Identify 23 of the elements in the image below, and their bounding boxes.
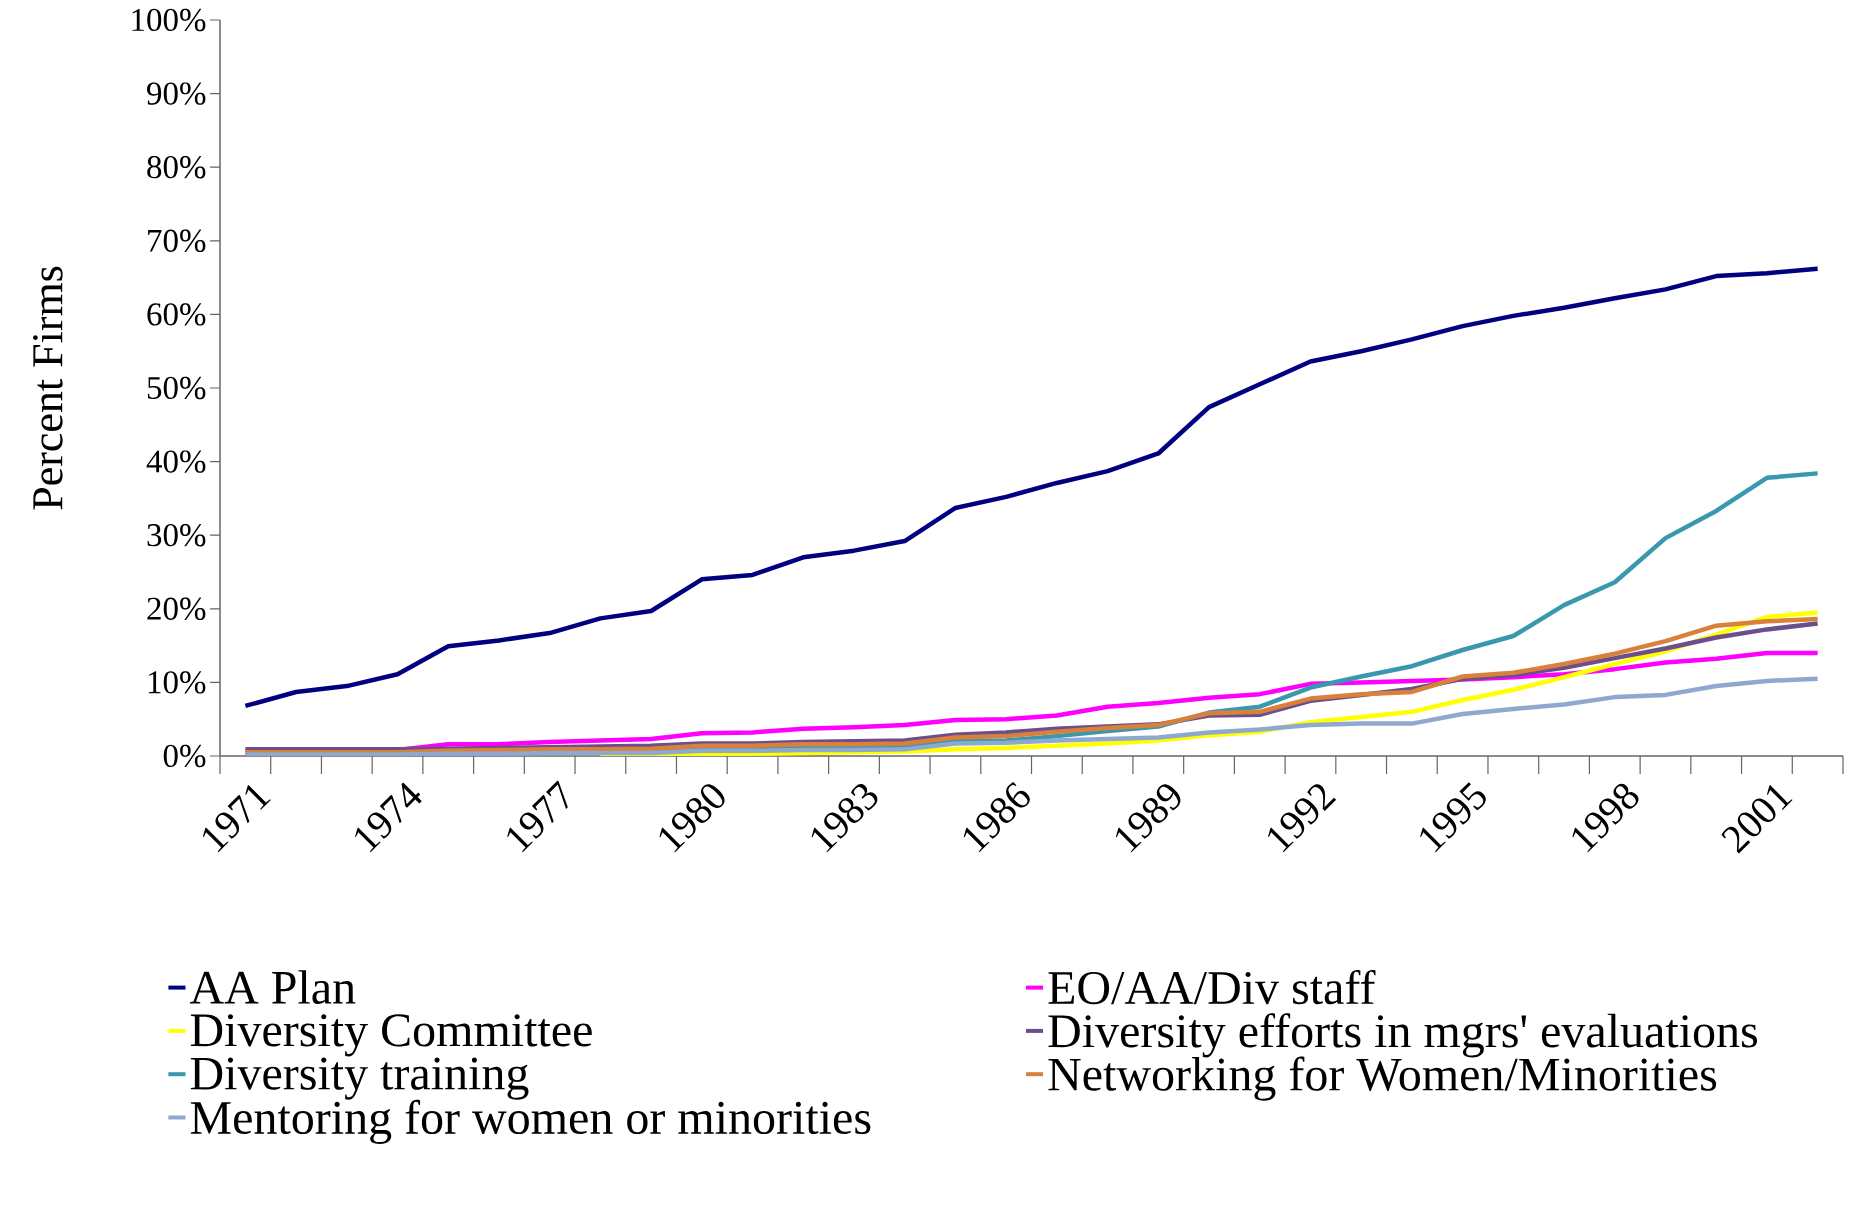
- line-series: [243, 266, 1820, 709]
- y-tick-label: 10%: [148, 671, 206, 694]
- x-tick-label: 1989: [1115, 784, 1181, 853]
- y-tick-label: 20%: [147, 597, 206, 620]
- y-tick-label: 90%: [147, 82, 206, 105]
- legend-label: AA Plan: [189, 970, 356, 1004]
- x-tick-label: 1980: [659, 784, 725, 853]
- y-tick-label: 70%: [148, 229, 206, 252]
- y-tick-label: 50%: [147, 376, 206, 400]
- x-tick-label: 1992: [1268, 784, 1337, 853]
- y-axis-title: Percent Firms: [33, 266, 63, 510]
- y-tick-label: 80%: [147, 156, 206, 179]
- y-tick-label: 30%: [147, 524, 206, 547]
- legend-label: Diversity Committee: [190, 1014, 592, 1057]
- x-tick-label: 1983: [811, 784, 878, 853]
- legend-label: Diversity training: [190, 1057, 529, 1100]
- y-tick-label: 60%: [147, 303, 206, 326]
- y-tick-label: 40%: [146, 450, 206, 473]
- x-tick-label: 1971: [202, 785, 271, 853]
- y-tick-label: 100%: [132, 8, 206, 32]
- legend-label: Mentoring for women or minorities: [190, 1099, 871, 1145]
- y-tick-label: 0%: [163, 744, 206, 768]
- legend-label: EO/AA/Div staff: [1048, 969, 1376, 1005]
